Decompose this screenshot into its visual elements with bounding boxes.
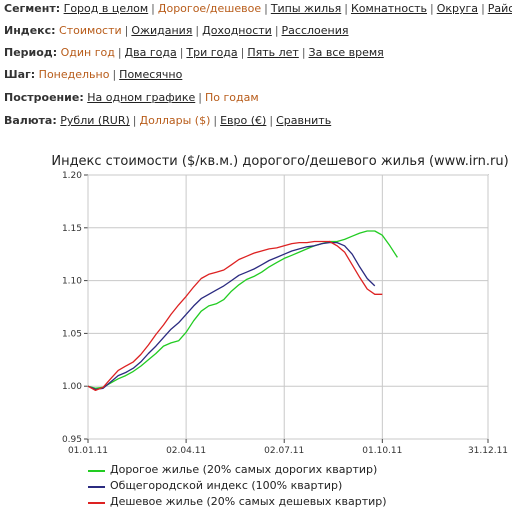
- separator: |: [198, 91, 202, 104]
- filter-option-link[interactable]: Помесячно: [119, 68, 183, 81]
- x-tick-label: 01.10.11: [362, 446, 402, 456]
- y-tick-label: 1.10: [62, 277, 82, 287]
- separator: |: [151, 2, 155, 15]
- series-line: [87, 240, 383, 392]
- filter-option-link[interactable]: За все время: [308, 46, 384, 59]
- filter-option-link[interactable]: Доллары ($): [139, 114, 211, 127]
- separator: |: [132, 114, 137, 127]
- filter-row: Построение: На одном графике | По годам: [4, 91, 259, 105]
- filter-row-label: Индекс:: [4, 24, 56, 37]
- filter-option-link[interactable]: Комнатность: [350, 2, 428, 15]
- filter-option-link[interactable]: Один год: [60, 46, 115, 59]
- legend-swatch: [88, 470, 105, 472]
- x-tick-label: 01.01.11: [68, 446, 108, 456]
- legend-swatch: [88, 502, 105, 504]
- series-line: [87, 241, 376, 391]
- separator: |: [269, 114, 274, 127]
- filter-option-link[interactable]: Два года: [124, 46, 177, 59]
- filter-option-link[interactable]: Дорогое/дешевое: [157, 2, 262, 15]
- separator: |: [274, 24, 279, 37]
- filter-row: Валюта: Рубли (RUR) | Доллары ($) | Евро (€)…: [4, 114, 331, 128]
- y-tick-label: 1.00: [62, 382, 82, 392]
- filter-option-link[interactable]: Расслоения: [281, 24, 349, 37]
- chart: Индекс стоимости ($/кв.м.) дорогого/деше…: [51, 154, 508, 456]
- separator: |: [117, 46, 122, 59]
- y-tick-label: 1.05: [62, 329, 82, 339]
- separator: |: [112, 68, 117, 81]
- y-tick-label: 1.20: [62, 171, 82, 181]
- chart-title: Индекс стоимости ($/кв.м.) дорогого/деше…: [51, 154, 508, 169]
- filter-option-link[interactable]: Районы: [487, 2, 512, 15]
- filter-row-label: Сегмент:: [4, 2, 61, 15]
- filter-option-link[interactable]: Доходности: [202, 24, 272, 37]
- x-tick-label: 02.04.11: [166, 446, 206, 456]
- y-tick-label: 1.15: [62, 224, 82, 234]
- filter-option-link[interactable]: По годам: [204, 91, 259, 104]
- separator: |: [240, 46, 245, 59]
- filter-row-label: Период:: [4, 46, 58, 59]
- filter-row: Шаг: Понедельно | Помесячно: [4, 68, 182, 82]
- separator: |: [179, 46, 184, 59]
- y-tick-label: 0.95: [62, 435, 82, 445]
- separator: |: [264, 2, 268, 15]
- separator: |: [124, 24, 129, 37]
- separator: |: [301, 46, 306, 59]
- filter-row: Индекс: Стоимости | Ожидания | Доходности | Ра…: [4, 24, 349, 38]
- separator: |: [213, 114, 218, 127]
- filter-row: Период: Один год | Два года | Три года | Пять …: [4, 46, 384, 60]
- legend-label: Дорогое жилье (20% самых дорогих квартир…: [110, 463, 378, 476]
- legend-label: Дешевое жилье (20% самых дешевых квартир…: [110, 495, 387, 508]
- filter-row-label: Валюта:: [4, 114, 57, 127]
- filter-option-link[interactable]: Стоимости: [59, 24, 122, 37]
- filter-option-link[interactable]: Сравнить: [276, 114, 332, 127]
- filter-row-label: Шаг:: [4, 68, 36, 81]
- filter-option-link[interactable]: Город в целом: [63, 2, 149, 15]
- filter-option-link[interactable]: Округа: [436, 2, 479, 15]
- series-line: [87, 230, 398, 389]
- separator: |: [195, 24, 200, 37]
- filter-option-link[interactable]: Евро (€): [220, 114, 267, 127]
- filter-option-link[interactable]: Пять лет: [247, 46, 299, 59]
- filter-option-link[interactable]: Ожидания: [131, 24, 193, 37]
- filter-option-link[interactable]: На одном графике: [87, 91, 196, 104]
- separator: |: [481, 2, 485, 15]
- separator: |: [430, 2, 434, 15]
- separator: |: [344, 2, 348, 15]
- filter-option-link[interactable]: Три года: [186, 46, 238, 59]
- x-tick-label: 31.12.11: [468, 446, 508, 456]
- filter-option-link[interactable]: Типы жилья: [270, 2, 342, 15]
- legend-label: Общегородской индекс (100% квартир): [110, 479, 343, 492]
- plot-area: [87, 174, 489, 440]
- filter-option-link[interactable]: Рубли (RUR): [60, 114, 130, 127]
- legend-swatch: [88, 486, 105, 488]
- filter-option-link[interactable]: Понедельно: [38, 68, 110, 81]
- filter-row: Сегмент: Город в целом | Дорогое/дешевое | Т…: [4, 2, 512, 16]
- x-tick-label: 02.07.11: [264, 446, 304, 456]
- filter-row-label: Построение:: [4, 91, 84, 104]
